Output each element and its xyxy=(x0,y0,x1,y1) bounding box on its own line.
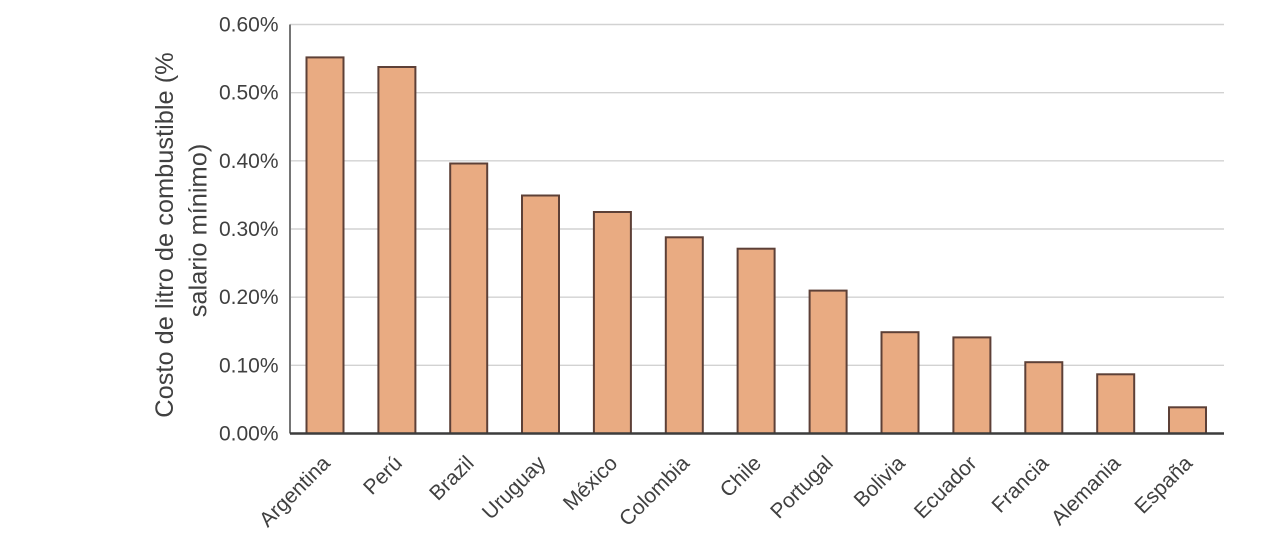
svg-text:Costo de litro de combustible: Costo de litro de combustible (% xyxy=(151,52,179,418)
svg-text:0.30%: 0.30% xyxy=(219,218,279,241)
svg-text:0.50%: 0.50% xyxy=(219,82,279,105)
svg-text:0.60%: 0.60% xyxy=(219,14,279,37)
svg-text:0.10%: 0.10% xyxy=(219,354,279,377)
svg-text:salario mínimo): salario mínimo) xyxy=(185,144,213,318)
svg-text:0.20%: 0.20% xyxy=(219,286,279,309)
svg-text:0.00%: 0.00% xyxy=(219,423,279,446)
svg-text:0.40%: 0.40% xyxy=(219,150,279,173)
